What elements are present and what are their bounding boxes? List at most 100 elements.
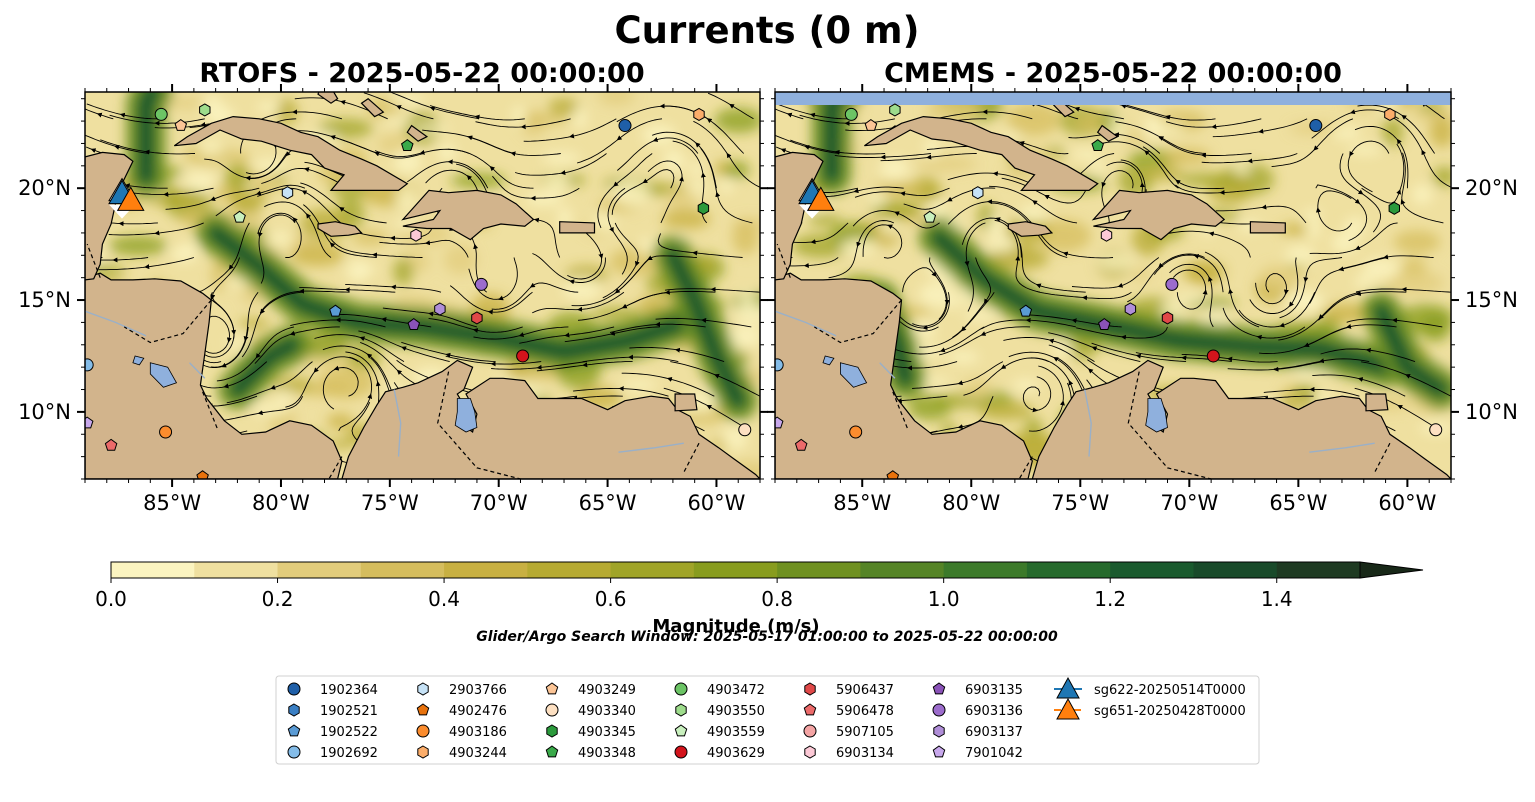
legend-marker-icon <box>803 703 817 716</box>
lon-tick-label: 60°W <box>687 491 745 515</box>
legend-marker-icon <box>675 703 687 717</box>
float-marker-6903137 <box>434 302 446 316</box>
legend-label: 4902476 <box>449 704 507 719</box>
legend-item: 4903348 <box>545 745 636 761</box>
float-marker-4903345 <box>697 201 710 215</box>
colorbar-segment <box>277 562 362 578</box>
float-marker-7901042 <box>775 416 784 429</box>
float-marker-4903348 <box>1091 139 1104 151</box>
legend-label: 6903135 <box>965 683 1023 698</box>
float-marker-4903559 <box>923 210 937 223</box>
legend-label: 6903137 <box>965 725 1023 740</box>
legend-marker-icon <box>933 724 945 738</box>
legend-label: 4903348 <box>578 746 636 761</box>
legend-label: 4903629 <box>707 746 765 761</box>
lon-tick-label: 70°W <box>470 491 528 515</box>
float-marker-4903550 <box>199 103 211 117</box>
float-marker-4903629 <box>1206 349 1220 363</box>
legend-label: 4903559 <box>707 725 765 740</box>
float-marker-4903244 <box>693 107 705 121</box>
lon-tick-label: 75°W <box>361 491 419 515</box>
lon-tick-label: 65°W <box>579 491 637 515</box>
platform-legend: 1902364 1902521 1902522 1902692 2903766 49024… <box>275 675 1260 765</box>
legend-marker-icon <box>932 745 946 758</box>
float-marker-5906478 <box>104 438 118 451</box>
legend-item: 5906437 <box>804 682 894 698</box>
float-marker-4903559 <box>233 210 246 223</box>
legend-marker-icon <box>674 682 688 696</box>
legend-item: 6903135 <box>932 682 1023 698</box>
lon-tick-label: 65°W <box>1269 491 1327 515</box>
float-marker-4903340 <box>1429 423 1443 437</box>
colorbar-tick-label: 0.2 <box>262 587 294 611</box>
legend-item: 6903136 <box>932 703 1023 719</box>
colorbar-tick-label: 0.0 <box>95 587 127 611</box>
legend-label: sg651-20250428T0000 <box>1094 704 1246 719</box>
float-marker-7901042 <box>85 416 94 429</box>
colorbar-segment <box>693 562 778 578</box>
lon-tick-label: 70°W <box>1160 491 1218 515</box>
colorbar-segment <box>860 562 945 578</box>
float-marker-6903135 <box>1098 317 1111 330</box>
float-marker-1902364 <box>1309 119 1323 133</box>
lon-tick-label: 85°W <box>143 491 201 515</box>
glider-marker-sg651-20250428T0000 <box>806 186 835 211</box>
legend-item: 4903249 <box>545 682 636 698</box>
colorbar-segment <box>610 562 695 578</box>
legend-item: sg651-20250428T0000 <box>1054 697 1246 720</box>
legend-label: 2903766 <box>449 683 507 698</box>
legend-item: 4903340 <box>545 703 636 719</box>
float-marker-1902692 <box>85 358 94 372</box>
legend-label: 7901042 <box>965 746 1023 761</box>
float-marker-5906437 <box>471 311 483 325</box>
legend-marker-icon <box>545 682 559 695</box>
float-marker-4903340 <box>738 423 752 437</box>
lat-tick-label: 20°N <box>1465 176 1518 200</box>
legend-item: 2903766 <box>417 682 507 698</box>
float-marker-4903550 <box>889 103 901 117</box>
colorbar-segment <box>444 562 528 578</box>
legend-item: 6903134 <box>804 745 894 761</box>
float-marker-4902476 <box>196 470 209 479</box>
legend-label: sg622-20250514T0000 <box>1094 683 1246 698</box>
legend-label: 5906437 <box>836 683 894 698</box>
legend-label: 4903550 <box>707 704 765 719</box>
legend-item: 4903345 <box>546 724 636 740</box>
float-marker-6903136 <box>1165 277 1179 291</box>
legend-item: 4903244 <box>417 745 507 761</box>
legend-item: 4903472 <box>674 682 765 698</box>
lat-tick-label: 10°N <box>1465 400 1518 424</box>
float-marker-6903134 <box>410 228 422 242</box>
float-marker-1902692 <box>775 358 784 372</box>
colorbar: 0.0 0.2 0.4 0.6 0.8 1.0 1.2 1.4 <box>95 561 1424 611</box>
legend-marker-icon <box>932 682 946 695</box>
land <box>85 92 760 479</box>
legend-label: 4903249 <box>578 683 636 698</box>
legend-label: 5906478 <box>836 704 894 719</box>
colorbar-tick-label: 0.6 <box>595 587 627 611</box>
legend-label: 4903186 <box>449 725 507 740</box>
lon-tick-label: 60°W <box>1378 491 1436 515</box>
float-marker-4903629 <box>516 349 530 363</box>
colorbar-segment <box>1026 562 1111 578</box>
legend-item: 7901042 <box>932 745 1023 761</box>
legend-marker-icon <box>545 745 559 758</box>
platform-markers <box>775 103 1443 479</box>
map-panel-rtofs: RTOFS - 2025-05-22 00:00:00 85°W 80°W 75°W 7… <box>18 58 768 515</box>
legend-label: 1902522 <box>320 725 378 740</box>
missing-data-strip <box>775 92 1451 105</box>
legend-label: 1902364 <box>320 683 378 698</box>
legend-item: 1902692 <box>287 745 378 761</box>
legend-item: 4903629 <box>674 745 765 761</box>
panel-title: CMEMS - 2025-05-22 00:00:00 <box>884 58 1342 89</box>
float-marker-1902522 <box>1019 304 1033 317</box>
legend-item: 4903186 <box>416 724 507 740</box>
colorbar-segment <box>777 562 861 578</box>
axis-ticks: 85°W 80°W 75°W 70°W 65°W 60°W 10°N 15°N 20°N <box>18 84 768 515</box>
colorbar-tick-label: 1.0 <box>928 587 960 611</box>
legend-glider-icon <box>1056 697 1080 720</box>
legend-item: 1902521 <box>288 703 378 719</box>
colorbar-segment <box>943 562 1028 578</box>
search-window-note: Glider/Argo Search Window: 2025-05-17 01… <box>476 629 1058 645</box>
